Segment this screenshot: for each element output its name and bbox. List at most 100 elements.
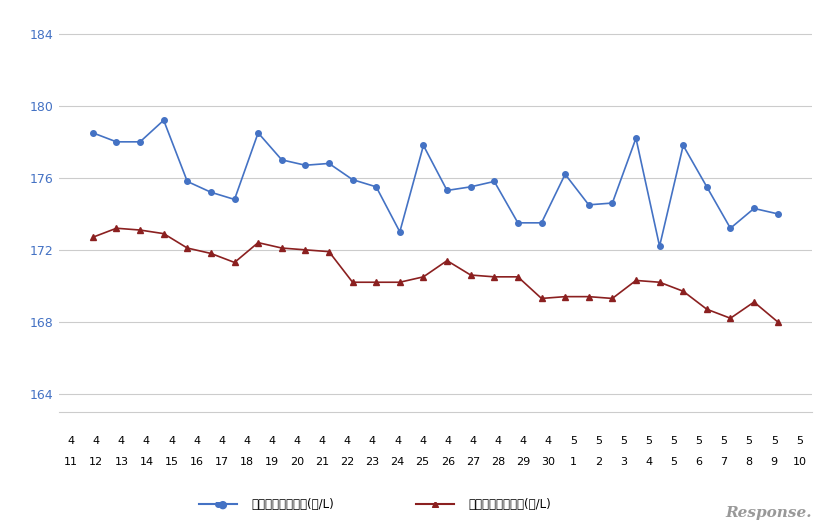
Text: 15: 15 (165, 457, 178, 467)
Text: 26: 26 (441, 457, 454, 467)
Text: 5: 5 (670, 436, 676, 446)
Text: 4: 4 (494, 436, 501, 446)
ハイオク看板価格(円/L) (347, 176, 357, 183)
ハイオク実売価格(円/L) (559, 294, 569, 300)
ハイオク看板価格(円/L) (395, 229, 405, 235)
Text: 5: 5 (619, 436, 626, 446)
ハイオク看板価格(円/L) (252, 130, 263, 136)
Text: 17: 17 (215, 457, 228, 467)
Text: 4: 4 (519, 436, 526, 446)
Text: 14: 14 (140, 457, 153, 467)
ハイオク実売価格(円/L) (654, 279, 664, 286)
ハイオク実売価格(円/L) (395, 279, 405, 286)
ハイオク実売価格(円/L) (607, 295, 617, 301)
ハイオク看板価格(円/L) (559, 171, 569, 177)
Text: ハイオク実売価格(円/L): ハイオク実売価格(円/L) (468, 498, 551, 511)
Text: 4: 4 (544, 436, 551, 446)
Text: 25: 25 (415, 457, 429, 467)
ハイオク看板価格(円/L) (748, 205, 758, 212)
ハイオク実売価格(円/L) (159, 230, 169, 237)
Text: 5: 5 (569, 436, 576, 446)
ハイオク看板価格(円/L) (512, 220, 522, 226)
ハイオク看板価格(円/L) (418, 142, 428, 148)
Text: 4: 4 (243, 436, 250, 446)
ハイオク看板価格(円/L) (135, 139, 145, 145)
ハイオク実売価格(円/L) (300, 247, 310, 253)
Text: ●: ● (217, 499, 227, 509)
ハイオク看板価格(円/L) (111, 139, 121, 145)
Text: 5: 5 (745, 436, 752, 446)
Text: 4: 4 (293, 436, 300, 446)
Text: 4: 4 (143, 436, 150, 446)
Text: 2: 2 (594, 457, 601, 467)
Text: 5: 5 (720, 436, 726, 446)
Text: 30: 30 (541, 457, 554, 467)
ハイオク実売価格(円/L) (229, 259, 239, 266)
ハイオク実売価格(円/L) (725, 315, 735, 322)
ハイオク看板価格(円/L) (88, 130, 98, 136)
ハイオク実売価格(円/L) (347, 279, 357, 286)
Text: 4: 4 (118, 436, 125, 446)
ハイオク看板価格(円/L) (725, 225, 735, 231)
Text: 12: 12 (89, 457, 103, 467)
ハイオク実売価格(円/L) (630, 277, 640, 284)
Text: 7: 7 (720, 457, 726, 467)
ハイオク看板価格(円/L) (182, 178, 192, 185)
ハイオク看板価格(円/L) (607, 200, 617, 206)
ハイオク看板価格(円/L) (583, 202, 593, 208)
Text: 11: 11 (64, 457, 78, 467)
ハイオク看板価格(円/L) (206, 189, 216, 195)
ハイオク実売価格(円/L) (583, 294, 593, 300)
ハイオク実売価格(円/L) (465, 272, 475, 278)
ハイオク実売価格(円/L) (748, 299, 758, 305)
Text: 23: 23 (365, 457, 379, 467)
ハイオク実売価格(円/L) (277, 245, 287, 251)
ハイオク実売価格(円/L) (252, 240, 263, 246)
ハイオク実売価格(円/L) (772, 319, 782, 325)
Text: 4: 4 (68, 436, 74, 446)
ハイオク看板価格(円/L) (654, 243, 664, 249)
Text: 4: 4 (444, 436, 451, 446)
Text: 8: 8 (745, 457, 752, 467)
Text: 4: 4 (344, 436, 350, 446)
Text: 6: 6 (695, 457, 701, 467)
Text: 28: 28 (490, 457, 505, 467)
Text: 4: 4 (93, 436, 99, 446)
Line: ハイオク看板価格(円/L): ハイオク看板価格(円/L) (90, 117, 779, 249)
Text: 18: 18 (240, 457, 253, 467)
ハイオク看板価格(円/L) (772, 211, 782, 217)
ハイオク看板価格(円/L) (324, 161, 334, 167)
Text: 4: 4 (394, 436, 400, 446)
ハイオク看板価格(円/L) (536, 220, 546, 226)
ハイオク看板価格(円/L) (159, 117, 169, 124)
Text: 5: 5 (795, 436, 802, 446)
Text: 4: 4 (168, 436, 175, 446)
Text: 27: 27 (465, 457, 480, 467)
Text: 5: 5 (594, 436, 601, 446)
Text: 21: 21 (315, 457, 329, 467)
Text: 5: 5 (770, 436, 777, 446)
ハイオク実売価格(円/L) (489, 274, 499, 280)
ハイオク実売価格(円/L) (536, 295, 546, 301)
ハイオク看板価格(円/L) (229, 196, 239, 203)
Text: ハイオク看板価格(円/L): ハイオク看板価格(円/L) (251, 498, 334, 511)
Text: 13: 13 (115, 457, 128, 467)
ハイオク実売価格(円/L) (88, 234, 98, 240)
ハイオク実売価格(円/L) (677, 288, 687, 295)
Text: 4: 4 (319, 436, 325, 446)
Text: 5: 5 (645, 436, 651, 446)
Text: 3: 3 (619, 457, 626, 467)
ハイオク看板価格(円/L) (489, 178, 499, 185)
Text: 4: 4 (645, 457, 651, 467)
Text: 10: 10 (792, 457, 805, 467)
Text: 24: 24 (390, 457, 405, 467)
Text: Response.: Response. (725, 506, 811, 520)
Text: 19: 19 (265, 457, 278, 467)
ハイオク看板価格(円/L) (465, 184, 475, 190)
ハイオク実売価格(円/L) (512, 274, 522, 280)
ハイオク看板価格(円/L) (677, 142, 687, 148)
ハイオク実売価格(円/L) (111, 225, 121, 231)
ハイオク実売価格(円/L) (701, 306, 711, 313)
Text: 5: 5 (695, 436, 701, 446)
Text: 22: 22 (339, 457, 354, 467)
